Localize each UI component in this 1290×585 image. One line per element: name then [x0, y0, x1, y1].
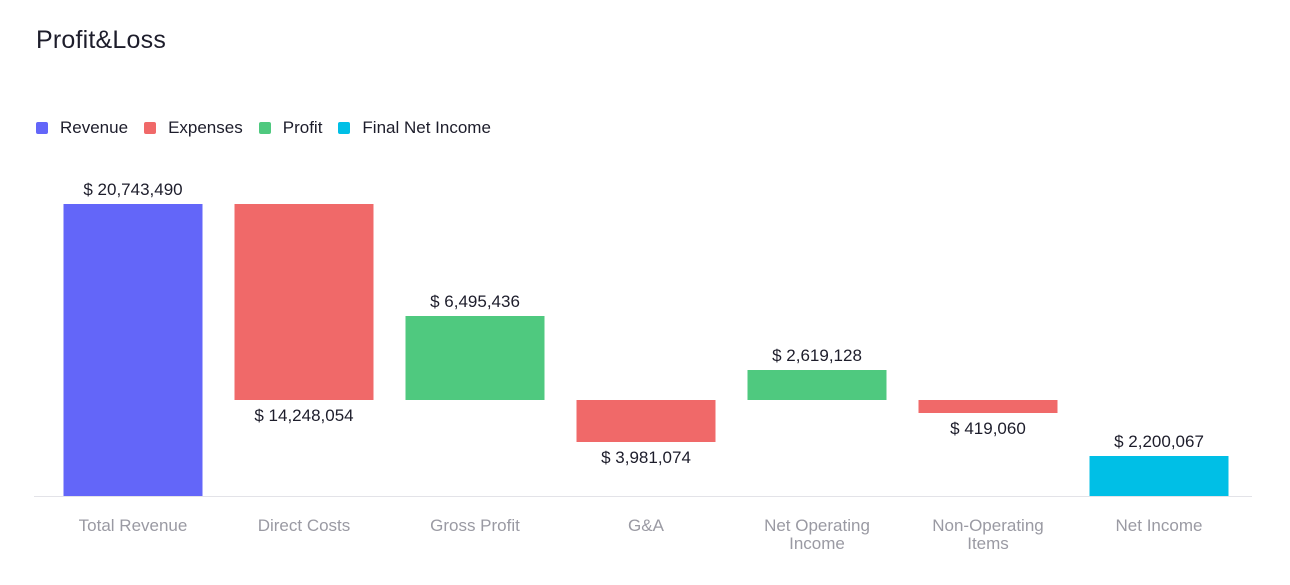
- x-tick-label-total-revenue: Total Revenue: [79, 516, 188, 535]
- x-tick-label-non-operating-items: Non-Operating Items: [932, 516, 1044, 553]
- x-tick-label-net-income: Net Income: [1116, 516, 1203, 535]
- data-label-g-a: $ 3,981,074: [601, 448, 691, 467]
- x-tick-label-line: G&A: [628, 516, 665, 535]
- x-tick-label-direct-costs: Direct Costs: [258, 516, 351, 535]
- x-tick-label-line: Non-Operating: [932, 516, 1044, 535]
- bar-gross-profit: [405, 316, 545, 400]
- data-label-net-income: $ 2,200,067: [1114, 432, 1204, 451]
- legend-swatch-profit: [258, 122, 271, 134]
- legend-swatch-expenses: [144, 122, 157, 134]
- x-tick-label-line: Net Income: [1116, 516, 1203, 535]
- bar-direct-costs: [234, 204, 374, 400]
- chart-title: Profit&Loss: [36, 26, 167, 54]
- x-tick-label-line: Total Revenue: [79, 516, 188, 535]
- data-label-gross-profit: $ 6,495,436: [430, 292, 520, 311]
- bar-g-a: [576, 400, 716, 442]
- data-label-non-operating-items: $ 419,060: [950, 419, 1026, 438]
- bar-net-operating-income: [747, 370, 887, 400]
- x-tick-label-net-operating-income: Net Operating Income: [764, 516, 870, 553]
- legend-item-expenses[interactable]: Expenses: [144, 118, 243, 138]
- x-tick-label-line: Income: [789, 534, 845, 553]
- legend-label-revenue: Revenue: [60, 118, 129, 137]
- x-tick-label-line: Net Operating: [764, 516, 870, 535]
- data-label-net-operating-income: $ 2,619,128: [772, 346, 862, 365]
- legend-label-final-net-income: Final Net Income: [362, 118, 491, 137]
- legend-item-revenue[interactable]: Revenue: [36, 118, 128, 138]
- chart-legend: Revenue Expenses Profit Final Net Income: [36, 118, 507, 138]
- data-label-direct-costs: $ 14,248,054: [254, 406, 353, 425]
- bar-total-revenue: [63, 204, 203, 496]
- legend-swatch-final-net-income: [338, 122, 351, 134]
- x-tick-label-line: Items: [967, 534, 1009, 553]
- bar-net-income: [1089, 456, 1229, 496]
- legend-label-expenses: Expenses: [168, 118, 243, 137]
- legend-label-profit: Profit: [282, 118, 323, 137]
- legend-item-profit[interactable]: Profit: [258, 118, 323, 138]
- x-tick-label-line: Gross Profit: [430, 516, 520, 535]
- legend-item-final-net-income[interactable]: Final Net Income: [338, 118, 491, 138]
- x-tick-label-line: Direct Costs: [258, 516, 351, 535]
- data-label-total-revenue: $ 20,743,490: [83, 180, 182, 199]
- legend-swatch-revenue: [36, 122, 48, 134]
- bar-non-operating-items: [918, 400, 1058, 413]
- x-tick-label-gross-profit: Gross Profit: [430, 516, 520, 535]
- x-tick-label-g-a: G&A: [628, 516, 665, 535]
